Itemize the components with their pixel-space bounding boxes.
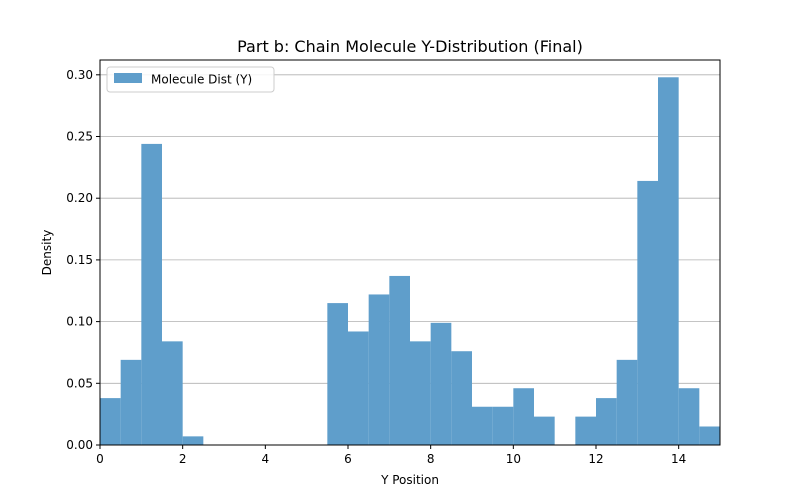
legend: Molecule Dist (Y) (106, 66, 275, 93)
legend-box (106, 66, 275, 93)
histogram-bar (120, 359, 142, 445)
legend-entry: Molecule Dist (Y) (151, 73, 252, 87)
y-tick-label: 0.05 (66, 376, 93, 390)
histogram-bar (430, 322, 452, 445)
histogram-bar (410, 341, 431, 445)
histogram-bar (658, 77, 679, 446)
histogram-bar (678, 388, 700, 445)
y-tick-label: 0.30 (66, 68, 93, 82)
y-axis: 0.00 0.05 0.10 0.15 0.20 0.25 0.30 (66, 68, 100, 452)
x-axis: 0 2 4 6 8 10 12 14 (96, 445, 686, 466)
plot-frame (99, 59, 721, 446)
y-axis-label: Density (40, 230, 54, 276)
x-tick-label: 2 (179, 452, 187, 466)
x-tick-label: 8 (427, 452, 435, 466)
histogram-bar (368, 294, 390, 445)
histogram-bar (389, 275, 410, 445)
histogram-bar (451, 351, 472, 445)
x-tick-label: 10 (506, 452, 521, 466)
legend-swatch (114, 73, 142, 83)
histogram-bar (534, 416, 555, 445)
x-tick-label: 14 (671, 452, 686, 466)
bars-group (100, 77, 720, 446)
histogram-bar (596, 398, 617, 445)
x-tick-label: 4 (262, 452, 270, 466)
histogram-bar (100, 398, 121, 445)
histogram-bar (327, 303, 348, 445)
histogram-bar (575, 416, 596, 445)
histogram-bar (348, 331, 369, 445)
chart-title: Part b: Chain Molecule Y-Distribution (F… (237, 37, 583, 56)
histogram-bar (472, 406, 493, 445)
histogram-bar (513, 388, 534, 445)
x-tick-label: 0 (96, 452, 104, 466)
x-axis-label: Y Position (380, 473, 439, 487)
histogram-bar (141, 143, 162, 445)
y-tick-label: 0.00 (66, 438, 93, 452)
histogram-bar (699, 426, 720, 445)
y-tick-label: 0.20 (66, 191, 93, 205)
histogram-bar (616, 359, 638, 445)
histogram-bar (637, 180, 658, 445)
histogram-bar (162, 341, 183, 445)
histogram-bar (182, 436, 204, 445)
x-tick-label: 6 (344, 452, 352, 466)
y-tick-label: 0.25 (66, 130, 93, 144)
y-tick-label: 0.10 (66, 315, 93, 329)
y-tick-label: 0.15 (66, 253, 93, 267)
x-tick-label: 12 (588, 452, 603, 466)
histogram-bar (492, 406, 514, 445)
